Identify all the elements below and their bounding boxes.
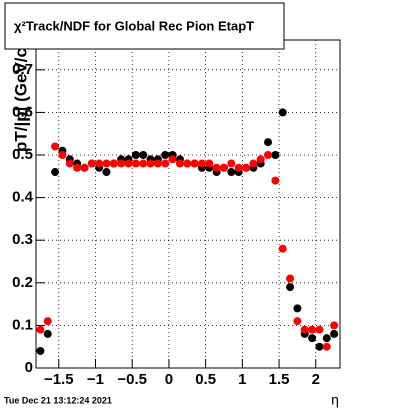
data-point [80,163,89,172]
data-point [264,138,273,147]
y-tick-label: 0 [25,359,33,376]
data-point [146,159,155,168]
data-point [139,159,148,168]
data-point [73,163,82,172]
x-tick-label: 0 [165,371,173,388]
data-point [330,321,339,330]
data-point [36,325,45,334]
data-point [271,151,280,160]
data-point [102,168,111,177]
data-point [300,325,309,334]
y-tick-label: 0.3 [12,231,33,248]
x-tick-label: −1.5 [44,371,74,388]
data-point [175,159,184,168]
x-tick-label: 2 [312,371,320,388]
data-point [43,329,52,338]
data-point [271,176,280,185]
data-point [286,283,295,292]
x-axis-label: η [331,392,339,408]
data-point [117,159,126,168]
y-tick-label: 0.2 [12,274,33,291]
data-point [278,244,287,253]
timestamp: Tue Dec 21 13:12:24 2021 [4,395,112,405]
data-point [256,155,265,164]
chart-title: χ²Track/NDF for Global Rec Pion EtapT [14,18,254,33]
data-point [278,108,287,117]
data-point [131,151,140,160]
data-point [58,151,67,160]
data-point [293,304,302,313]
data-point [161,151,170,160]
x-tick-label: −1 [87,371,104,388]
data-point [242,163,251,172]
y-tick-label: 0.6 [12,103,33,120]
x-tick-label: 0.5 [195,371,216,388]
data-point [227,168,236,177]
y-tick-label: 0.1 [12,316,33,333]
y-tick-label: 0.5 [12,146,33,163]
data-point [36,346,45,355]
data-point [153,159,162,168]
data-point [139,151,148,160]
y-tick-label: 0.7 [12,61,33,78]
data-point [322,334,331,343]
data-point [249,159,258,168]
data-point [219,163,228,172]
data-point [330,329,339,338]
data-point [212,163,221,172]
data-point [109,159,118,168]
data-point [51,142,60,151]
data-point [102,159,111,168]
data-point [315,325,324,334]
data-point [131,159,140,168]
data-point [197,159,206,168]
data-point [308,334,317,343]
data-point [168,155,177,164]
data-point [308,325,317,334]
data-point [183,159,192,168]
data-point [51,168,60,177]
x-tick-label: 1 [238,371,246,388]
data-point [87,159,96,168]
data-point [205,159,214,168]
data-point [234,163,243,172]
data-point [190,159,199,168]
data-point [161,159,170,168]
y-tick-label: 0.4 [12,189,34,206]
data-point [43,317,52,326]
data-point [293,317,302,326]
x-tick-label: −0.5 [117,371,147,388]
data-point [322,342,331,351]
data-point [315,342,324,351]
data-point [264,151,273,160]
data-point [95,159,104,168]
data-point [227,159,236,168]
data-point [65,159,74,168]
y-axis-label: pT/|p| (GeV/c [11,48,30,152]
title-box [4,2,285,50]
data-point [286,274,295,283]
data-point [124,159,133,168]
x-tick-label: 1.5 [269,371,290,388]
